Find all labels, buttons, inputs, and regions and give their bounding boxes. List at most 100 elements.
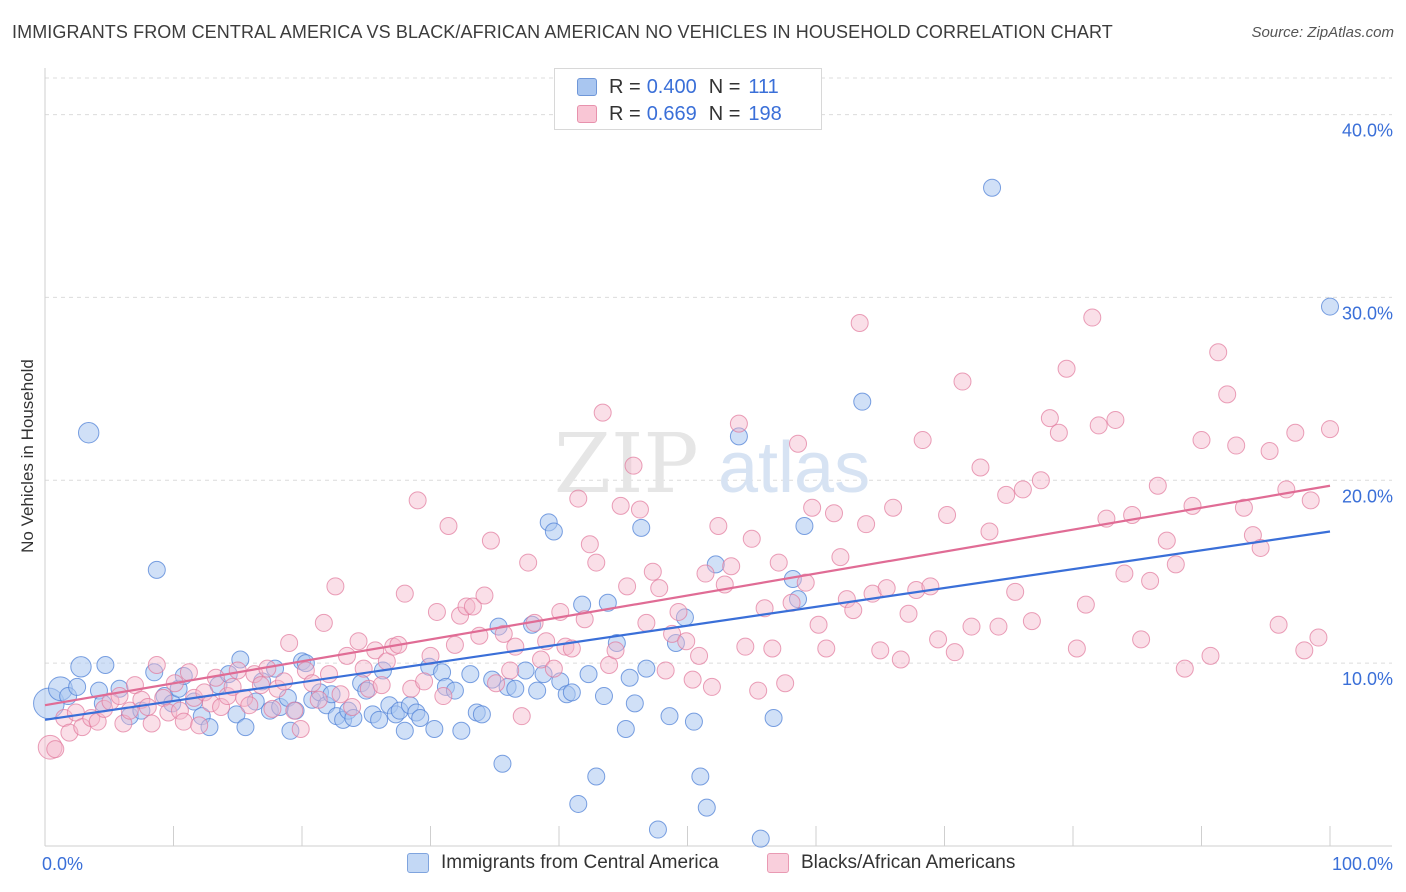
watermark: ZIP atlas bbox=[554, 417, 870, 512]
data-point bbox=[179, 663, 198, 682]
data-point bbox=[803, 498, 822, 517]
data-point bbox=[372, 676, 391, 695]
data-point bbox=[648, 820, 667, 839]
data-point bbox=[1183, 496, 1202, 515]
data-point bbox=[501, 661, 520, 680]
data-point bbox=[997, 485, 1016, 504]
data-point bbox=[70, 656, 92, 678]
data-point bbox=[618, 577, 637, 596]
data-point bbox=[303, 674, 322, 693]
data-point bbox=[534, 665, 553, 684]
data-point bbox=[776, 674, 795, 693]
data-point bbox=[877, 579, 896, 598]
data-point bbox=[280, 634, 299, 653]
data-point bbox=[227, 705, 246, 724]
data-point bbox=[660, 707, 679, 726]
y-tick-label: 20.0% bbox=[1342, 486, 1393, 506]
data-point bbox=[159, 703, 178, 722]
data-point bbox=[729, 427, 748, 446]
data-point bbox=[769, 553, 788, 572]
data-point bbox=[1192, 431, 1211, 450]
data-point bbox=[331, 685, 350, 704]
data-point bbox=[1057, 359, 1076, 378]
data-point bbox=[831, 548, 850, 567]
data-point bbox=[326, 577, 345, 596]
data-point bbox=[434, 687, 453, 706]
data-point bbox=[96, 655, 115, 674]
x-tick-labels: 0.0% 100.0% bbox=[42, 854, 1393, 874]
data-point bbox=[755, 599, 774, 618]
data-point bbox=[913, 431, 932, 450]
data-point bbox=[989, 617, 1008, 636]
data-point bbox=[1089, 416, 1108, 435]
data-point bbox=[683, 670, 702, 689]
data-point bbox=[643, 562, 662, 581]
data-point bbox=[544, 522, 563, 541]
data-point bbox=[145, 663, 164, 682]
data-point bbox=[493, 754, 512, 773]
data-point bbox=[1083, 308, 1102, 327]
data-point bbox=[669, 602, 688, 621]
data-point bbox=[1321, 420, 1339, 439]
data-point bbox=[461, 665, 480, 684]
data-point bbox=[983, 178, 1002, 197]
data-point bbox=[1309, 628, 1328, 647]
watermark-zip: ZIP bbox=[554, 417, 699, 512]
data-point bbox=[606, 641, 625, 660]
data-point bbox=[475, 586, 494, 605]
data-point bbox=[857, 515, 876, 534]
data-point bbox=[147, 560, 166, 579]
data-point bbox=[709, 517, 728, 535]
data-point bbox=[1006, 582, 1025, 601]
data-point bbox=[850, 314, 869, 333]
data-point bbox=[575, 610, 594, 629]
data-point bbox=[1076, 595, 1095, 614]
data-point bbox=[544, 659, 563, 678]
data-point bbox=[656, 661, 675, 680]
data-point bbox=[971, 458, 990, 477]
data-point bbox=[611, 496, 630, 515]
grid-lines bbox=[45, 77, 1392, 664]
series-legend: Immigrants from Central America Blacks/A… bbox=[0, 852, 1406, 878]
data-point bbox=[1106, 410, 1125, 429]
data-point bbox=[938, 506, 957, 525]
data-point bbox=[395, 721, 414, 740]
data-point bbox=[138, 698, 157, 717]
legend-label: Blacks/African Americans bbox=[801, 852, 1016, 873]
data-point bbox=[624, 456, 643, 475]
data-point bbox=[616, 719, 635, 738]
legend-n-value: 198 bbox=[748, 102, 782, 125]
data-point bbox=[729, 414, 748, 433]
data-point bbox=[1157, 531, 1176, 550]
data-point bbox=[696, 564, 715, 583]
data-point bbox=[1321, 297, 1339, 316]
data-point bbox=[899, 604, 918, 623]
trend-line bbox=[44, 530, 1331, 721]
data-point bbox=[764, 709, 783, 727]
data-point bbox=[349, 632, 368, 651]
data-point bbox=[598, 593, 617, 612]
data-point bbox=[463, 597, 482, 616]
x-tick-label: 0.0% bbox=[42, 854, 83, 874]
data-point bbox=[980, 522, 999, 541]
data-point bbox=[789, 434, 808, 453]
data-point bbox=[411, 709, 430, 727]
y-tick-label: 10.0% bbox=[1342, 669, 1393, 689]
data-point bbox=[519, 553, 538, 572]
data-point bbox=[231, 650, 250, 669]
data-point bbox=[309, 690, 328, 709]
trend-line bbox=[44, 484, 1331, 707]
data-point bbox=[817, 639, 836, 658]
data-point bbox=[425, 719, 444, 738]
data-point bbox=[457, 597, 476, 616]
data-point bbox=[528, 681, 547, 700]
data-point bbox=[697, 798, 716, 817]
blue-swatch-icon bbox=[407, 853, 429, 873]
data-point bbox=[132, 690, 151, 709]
data-point bbox=[110, 687, 129, 706]
data-point bbox=[962, 617, 981, 636]
legend-label: Immigrants from Central America bbox=[441, 852, 719, 873]
data-point bbox=[1148, 476, 1167, 495]
data-point bbox=[637, 659, 656, 678]
data-point bbox=[580, 535, 599, 554]
